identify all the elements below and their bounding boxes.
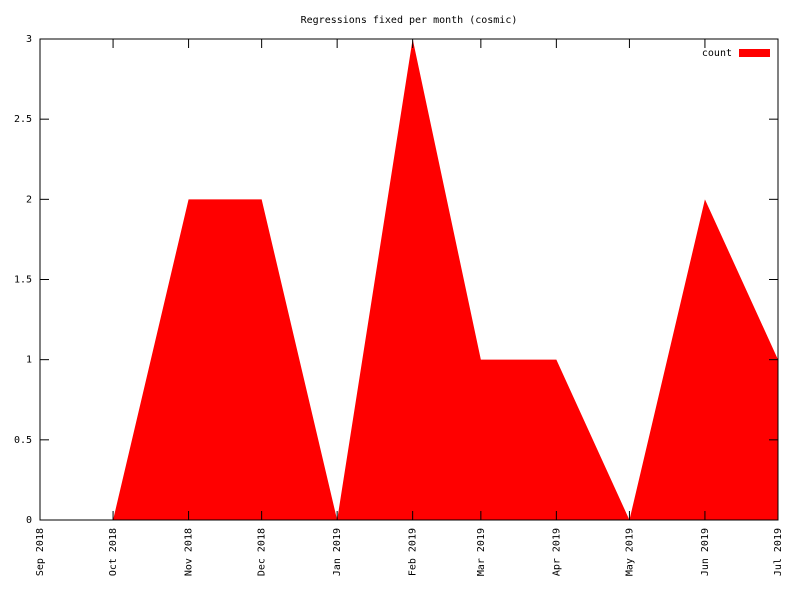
legend-label: count — [702, 48, 732, 59]
y-tick-label: 0 — [26, 515, 32, 526]
x-tick-label: Jun 2019 — [700, 528, 711, 576]
x-tick-label: Mar 2019 — [476, 528, 487, 576]
x-tick-label: Nov 2018 — [184, 528, 195, 576]
x-tick-label: Oct 2018 — [108, 528, 119, 576]
x-tick-label: Dec 2018 — [257, 528, 268, 576]
x-tick-label: Sep 2018 — [35, 528, 46, 576]
y-tick-label: 2 — [26, 194, 32, 205]
x-tick-label: Feb 2019 — [408, 528, 419, 576]
y-tick-label: 3 — [26, 34, 32, 45]
y-tick-label: 2.5 — [14, 114, 32, 125]
y-tick-label: 1 — [26, 355, 32, 366]
y-tick-label: 1.5 — [14, 275, 32, 286]
chart-title: Regressions fixed per month (cosmic) — [301, 15, 518, 26]
y-tick-label: 0.5 — [14, 435, 32, 446]
area — [113, 39, 778, 520]
x-tick-label: Apr 2019 — [551, 528, 562, 576]
legend-swatch — [739, 49, 770, 57]
x-tick-label: Jul 2019 — [773, 528, 784, 576]
x-tick-label: May 2019 — [624, 528, 635, 576]
x-tick-label: Jan 2019 — [332, 528, 343, 576]
